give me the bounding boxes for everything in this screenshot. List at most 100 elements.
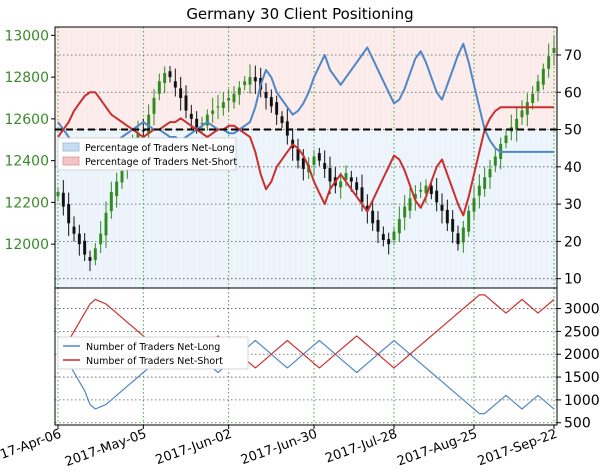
left-tick-label: 12800 [4,70,49,86]
band-net-long [225,129,232,288]
band-net-long [97,129,104,288]
band-net-short [199,27,206,130]
legend-label-number-net-short: Number of Traders Net-Short [86,356,223,367]
band-net-short [476,27,483,130]
band-net-short [338,27,344,130]
candle-body [253,77,257,82]
series-line-number-net-short [57,294,555,369]
bottom-right-tick-label: 3000 [564,302,600,318]
candle-body [157,81,161,94]
x-tick-label: 2017-May-05 [63,427,149,470]
band-net-short [65,27,72,130]
band-net-short [140,27,147,130]
band-net-long [492,129,499,288]
band-net-short [418,27,424,130]
band-net-short [284,27,291,130]
band-net-long [423,129,430,288]
bottom-right-tick-label: 2000 [564,347,600,363]
candle-body [376,219,380,232]
band-net-long [193,129,200,288]
candle-body [61,192,65,207]
band-net-short [97,27,104,130]
candle-body [461,227,465,243]
band-net-short [322,27,328,130]
band-net-long [135,129,141,288]
candle-body [547,56,551,69]
right-axis-ticks: 10 20 30 40 50 60 70 [557,48,582,288]
band-net-long [460,129,467,288]
band-net-short [188,27,195,130]
band-net-short [551,27,558,130]
band-net-long [519,129,526,288]
left-tick-label: 12200 [4,195,49,211]
bottom-right-tick-label: 1000 [564,393,600,409]
band-net-short [434,27,441,130]
x-tick-label: 2017-Jul-28 [323,427,399,467]
band-net-short [279,27,286,130]
band-net-short [60,27,67,130]
band-net-long [311,129,318,288]
band-net-short [380,27,387,130]
candle-body [221,102,225,109]
candle-body [445,209,449,224]
x-axis-ticks: 2017-Apr-06 2017-May-05 2017-Jun-02 2017-Ju… [0,425,559,470]
band-net-short [231,27,238,130]
band-net-long [428,129,435,288]
candle-body [72,226,76,234]
candle-body [147,114,151,134]
candle-body [515,118,519,129]
band-net-long [508,129,515,288]
band-net-long [247,129,254,288]
candle-body [152,97,156,114]
candle-body [77,233,81,245]
band-net-long [354,129,360,288]
candle-body [456,233,460,245]
band-net-short [439,27,446,130]
candle-body [365,205,369,211]
band-net-short [289,27,296,130]
candle-body [317,153,321,161]
band-net-short [295,27,302,130]
candle-body [504,135,508,144]
candle-body [429,185,433,195]
right-tick-label: 10 [564,272,582,288]
candle-body [312,156,316,165]
band-net-short [444,27,451,130]
candle-body [360,187,364,203]
series-line-number-net-long [57,339,555,415]
candle-body [296,148,300,161]
bottom-right-tick-label: 500 [564,416,591,432]
legend-label-number-net-long: Number of Traders Net-Long [86,342,220,353]
band-net-short [455,27,462,130]
candle-body [440,204,444,211]
band-net-short [327,27,334,130]
band-net-short [183,27,190,130]
band-net-long [167,129,173,288]
band-net-short [466,27,473,130]
band-net-long [257,129,264,288]
candle-body [408,198,412,211]
band-net-short [471,27,478,130]
band-net-short [129,27,136,130]
band-net-short [81,27,88,130]
bottom-series-lines [57,294,555,415]
band-net-short [482,27,489,130]
band-net-short [508,27,515,130]
band-net-short [204,27,211,130]
candle-body [211,110,215,114]
band-net-short [119,27,125,130]
bottom-legend: Number of Traders Net-Long Number of Tra… [57,336,249,370]
band-net-short [135,27,141,130]
band-net-long [316,129,323,288]
band-net-long [151,129,157,288]
x-tick-label: 2017-Jun-30 [239,427,319,468]
candle-body [184,95,188,111]
band-net-short [306,27,312,130]
candle-body [467,210,471,232]
band-net-long [113,129,120,288]
band-net-short [492,27,499,130]
band-net-long [551,129,558,288]
band-net-short [423,27,430,130]
right-tick-label: 60 [564,85,582,101]
